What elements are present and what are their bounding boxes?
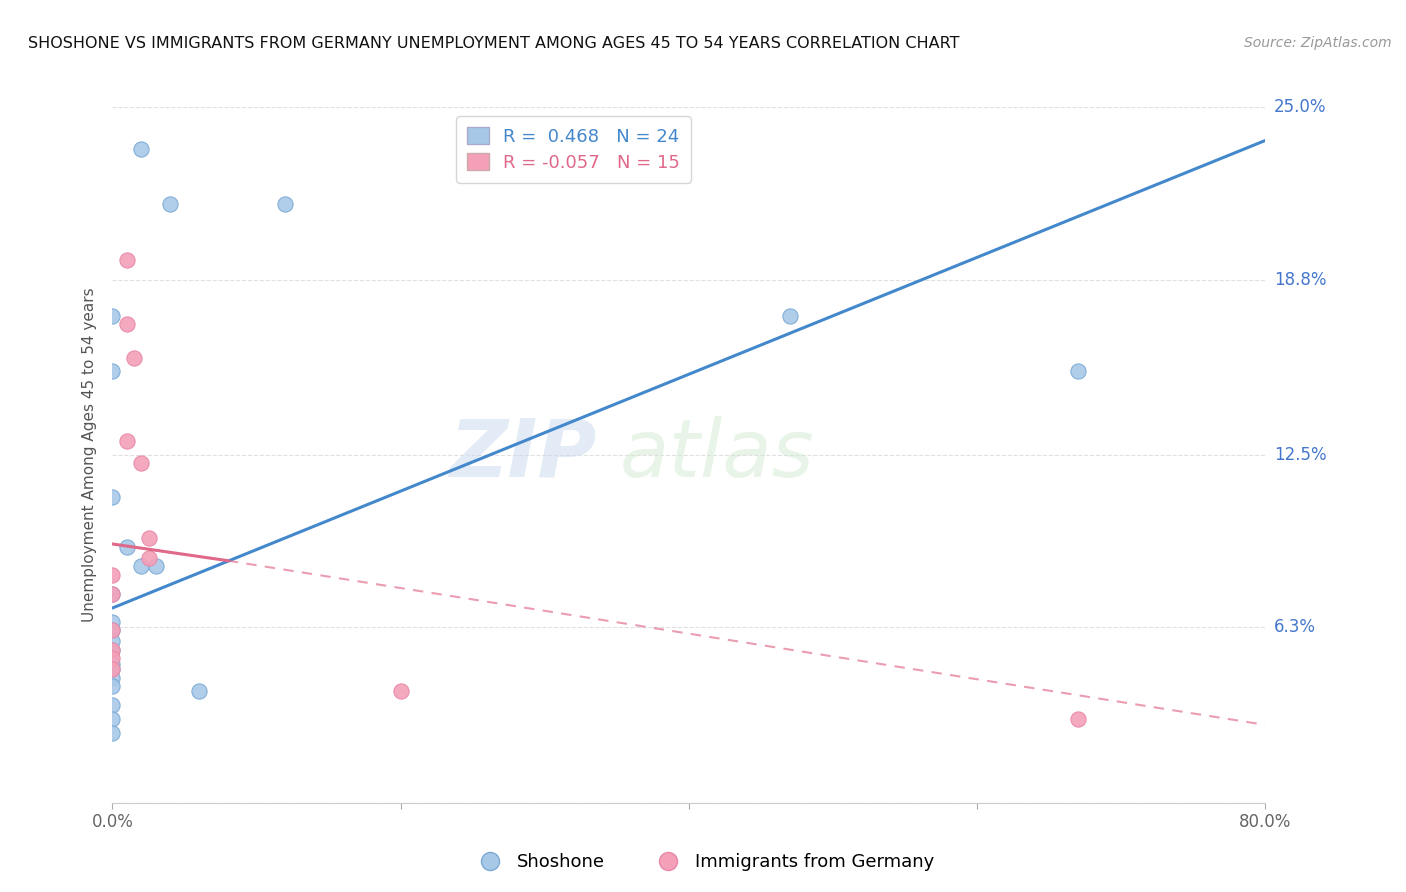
Point (115, 253, 138, 268)
Point (101, 662, 124, 676)
Text: 12.5%: 12.5% (1274, 446, 1326, 464)
Text: ZIP: ZIP (450, 416, 596, 494)
Point (389, 684, 412, 698)
Point (138, 532, 160, 546)
Point (101, 671, 124, 685)
Point (274, 197, 297, 211)
Legend: Shoshone, Immigrants from Germany: Shoshone, Immigrants from Germany (464, 847, 942, 879)
Point (101, 490, 124, 504)
Point (101, 726, 124, 740)
Point (138, 550, 160, 565)
Point (101, 662, 124, 676)
Point (145, 559, 167, 574)
Point (115, 317, 138, 331)
Point (122, 351, 145, 365)
Point (101, 651, 124, 665)
Point (101, 712, 124, 726)
Point (101, 364, 124, 378)
Legend: R =  0.468   N = 24, R = -0.057   N = 15: R = 0.468 N = 24, R = -0.057 N = 15 (457, 116, 690, 183)
Point (101, 567, 124, 582)
Point (1067, 712, 1090, 726)
Point (115, 540, 138, 554)
Point (101, 634, 124, 648)
Point (101, 624, 124, 638)
Text: 6.3%: 6.3% (1274, 618, 1316, 637)
Point (101, 624, 124, 638)
Text: 25.0%: 25.0% (1274, 98, 1326, 116)
Text: SHOSHONE VS IMMIGRANTS FROM GERMANY UNEMPLOYMENT AMONG AGES 45 TO 54 YEARS CORRE: SHOSHONE VS IMMIGRANTS FROM GERMANY UNEM… (28, 36, 960, 51)
Point (101, 615, 124, 629)
Point (779, 309, 801, 323)
Point (101, 657, 124, 671)
Point (101, 642, 124, 657)
Point (101, 679, 124, 693)
Point (101, 698, 124, 713)
Point (1067, 364, 1090, 378)
Point (129, 559, 153, 574)
Point (159, 197, 181, 211)
Point (101, 587, 124, 601)
Point (101, 309, 124, 323)
Point (129, 142, 153, 156)
Point (129, 456, 153, 470)
Text: 18.8%: 18.8% (1274, 270, 1326, 289)
Point (188, 684, 211, 698)
Point (115, 434, 138, 448)
Y-axis label: Unemployment Among Ages 45 to 54 years: Unemployment Among Ages 45 to 54 years (82, 287, 97, 623)
Text: atlas: atlas (620, 416, 814, 494)
Text: Source: ZipAtlas.com: Source: ZipAtlas.com (1244, 36, 1392, 50)
Point (101, 587, 124, 601)
Point (101, 642, 124, 657)
